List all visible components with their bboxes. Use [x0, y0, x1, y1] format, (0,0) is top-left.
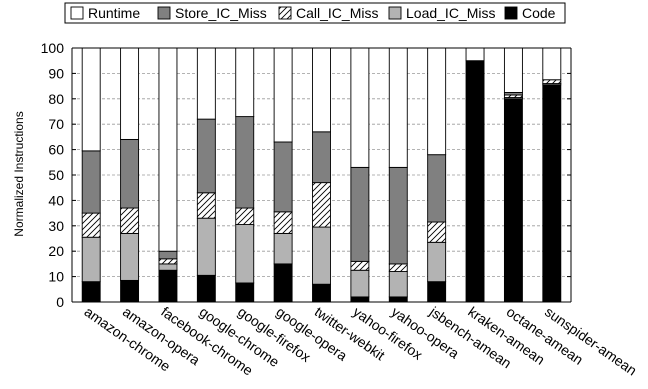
bar-group-google-chrome: [196, 47, 216, 303]
bar-segment-call-ic-miss-amazon-opera: [120, 207, 140, 234]
y-tick-label: 90: [48, 65, 64, 81]
x-axis-ticks: amazon-chromeamazon-operafacebook-chrome…: [81, 298, 640, 379]
legend-swatch-call-ic-miss: [278, 6, 292, 20]
y-tick-label: 10: [48, 269, 64, 285]
bar-segment-runtime-twitter-webkit: [312, 47, 331, 133]
bar-segment-store-ic-miss-google-chrome: [196, 118, 216, 194]
y-axis-label: Normalized Instructions: [12, 111, 26, 236]
bar-segment-runtime-google-opera: [273, 47, 293, 143]
bar-segment-load-ic-miss-amazon-opera: [120, 232, 140, 281]
bar-segment-call-ic-miss-facebook-chrome: [158, 258, 178, 265]
bar-segment-code-google-chrome: [196, 274, 216, 303]
legend-item-load-ic-miss: Load_IC_Miss: [388, 5, 496, 21]
bar-segment-call-ic-miss-twitter-webkit: [312, 182, 331, 228]
bar-segment-load-ic-miss-yahoo-firefox: [350, 269, 370, 298]
legend-label-call-ic-miss: Call_IC_Miss: [296, 5, 378, 21]
y-tick-label: 0: [56, 294, 64, 310]
bar-segment-store-ic-miss-jsbench-amean: [427, 154, 447, 223]
y-tick-label: 30: [48, 218, 64, 234]
bar-segment-runtime-jsbench-amean: [427, 47, 447, 156]
bar-segment-runtime-google-chrome: [196, 47, 216, 120]
y-tick-label: 60: [48, 142, 64, 158]
bar-group-jsbench-amean: [427, 47, 447, 303]
legend: Runtime Store_IC_Miss Call_IC_Miss Load_IC_…: [64, 2, 566, 24]
bars: [81, 47, 562, 303]
bar-segment-runtime-yahoo-firefox: [350, 47, 370, 168]
bar-segment-runtime-amazon-chrome: [81, 47, 101, 152]
bar-segment-load-ic-miss-google-firefox: [235, 224, 255, 284]
legend-label-load-ic-miss: Load_IC_Miss: [406, 5, 496, 21]
bar-segment-load-ic-miss-facebook-chrome: [158, 263, 178, 271]
bar-segment-store-ic-miss-twitter-webkit: [312, 131, 331, 184]
bar-segment-store-ic-miss-yahoo-opera: [388, 166, 408, 265]
bar-group-kraken-amean: [465, 47, 485, 303]
bar-segment-runtime-yahoo-opera: [388, 47, 408, 168]
bar-group-amazon-chrome: [81, 47, 101, 303]
bar-segment-code-google-opera: [273, 263, 293, 303]
bar-group-yahoo-opera: [388, 47, 408, 303]
legend-swatch-runtime: [70, 6, 84, 20]
bar-group-twitter-webkit: [312, 47, 331, 303]
bar-group-amazon-opera: [120, 47, 140, 303]
legend-label-code: Code: [522, 5, 556, 21]
bar-segment-code-facebook-chrome: [158, 269, 178, 303]
bar-group-octane-amean: [503, 47, 523, 303]
bar-group-yahoo-firefox: [350, 47, 370, 303]
bar-segment-runtime-google-firefox: [235, 47, 255, 118]
bar-segment-store-ic-miss-google-firefox: [235, 116, 255, 209]
bar-segment-call-ic-miss-google-chrome: [196, 192, 216, 219]
bar-segment-code-octane-amean: [503, 98, 523, 303]
bar-segment-runtime-facebook-chrome: [158, 47, 178, 252]
bar-segment-load-ic-miss-google-opera: [273, 232, 293, 265]
legend-item-runtime: Runtime: [70, 5, 140, 21]
y-tick-label: 80: [48, 91, 64, 107]
bar-segment-call-ic-miss-google-firefox: [235, 207, 255, 225]
bar-segment-runtime-octane-amean: [503, 47, 523, 93]
bar-group-sunspider-amean: [542, 47, 562, 303]
bar-segment-call-ic-miss-google-opera: [273, 211, 293, 234]
bar-segment-store-ic-miss-amazon-opera: [120, 138, 140, 209]
bar-segment-runtime-kraken-amean: [465, 47, 485, 62]
bar-segment-call-ic-miss-yahoo-firefox: [350, 260, 370, 271]
bar-segment-store-ic-miss-facebook-chrome: [158, 250, 178, 260]
bar-segment-code-kraken-amean: [465, 60, 485, 303]
y-tick-label: 100: [41, 40, 65, 56]
bar-segment-runtime-amazon-opera: [120, 47, 140, 140]
bar-segment-code-sunspider-amean: [542, 84, 562, 303]
legend-item-call-ic-miss: Call_IC_Miss: [278, 5, 378, 21]
bar-segment-load-ic-miss-amazon-chrome: [81, 236, 101, 283]
legend-label-store-ic-miss: Store_IC_Miss: [175, 5, 267, 21]
legend-item-store-ic-miss: Store_IC_Miss: [157, 5, 267, 21]
bar-segment-store-ic-miss-google-opera: [273, 141, 293, 213]
bar-segment-call-ic-miss-amazon-chrome: [81, 212, 101, 238]
bar-segment-load-ic-miss-twitter-webkit: [312, 226, 331, 285]
bar-segment-store-ic-miss-yahoo-firefox: [350, 166, 370, 262]
bar-segment-call-ic-miss-jsbench-amean: [427, 221, 447, 243]
y-tick-label: 20: [48, 243, 64, 259]
bar-segment-runtime-sunspider-amean: [542, 47, 562, 81]
y-tick-label: 70: [48, 116, 64, 132]
bar-segment-load-ic-miss-jsbench-amean: [427, 241, 447, 283]
legend-frame: [64, 2, 566, 24]
legend-label-runtime: Runtime: [88, 5, 140, 21]
bar-group-google-firefox: [235, 47, 255, 303]
bar-group-google-opera: [273, 47, 293, 303]
bar-segment-call-ic-miss-yahoo-opera: [388, 263, 408, 272]
y-tick-label: 50: [48, 167, 64, 183]
bar-segment-store-ic-miss-amazon-chrome: [81, 150, 101, 214]
legend-swatch-store-ic-miss: [157, 6, 171, 20]
bar-segment-load-ic-miss-yahoo-opera: [388, 271, 408, 298]
legend-item-code: Code: [504, 5, 556, 21]
bar-segment-call-ic-miss-sunspider-amean: [542, 79, 562, 85]
bar-segment-load-ic-miss-google-chrome: [196, 217, 216, 276]
bar-group-facebook-chrome: [158, 47, 178, 303]
y-axis-ticks: 0 10 20 30 40 50 60 70 80 90 100: [41, 40, 571, 310]
y-tick-label: 40: [48, 192, 64, 208]
legend-swatch-code: [504, 6, 518, 20]
legend-swatch-load-ic-miss: [388, 6, 402, 20]
